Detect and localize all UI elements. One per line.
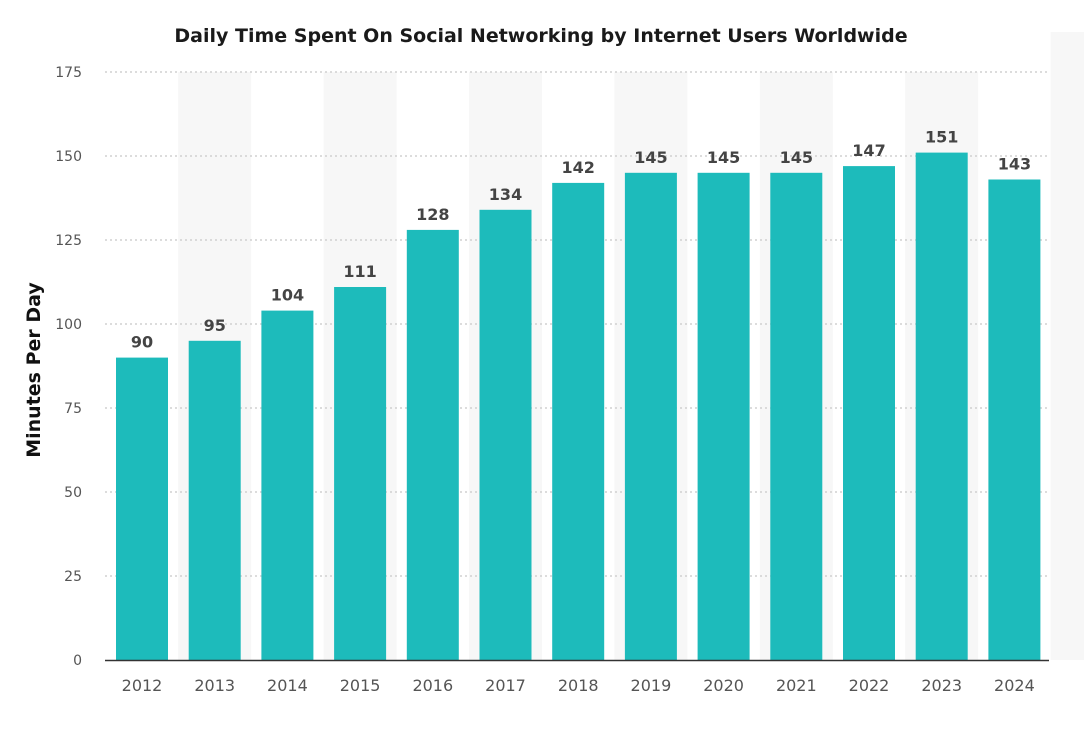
- band-edge: [1050, 32, 1084, 660]
- x-tick-label-2024: 2024: [994, 676, 1035, 695]
- y-tick-label-50: 50: [64, 485, 82, 501]
- x-tick-label-2014: 2014: [267, 676, 308, 695]
- data-label-2022: 147: [852, 141, 885, 160]
- data-label-2019: 145: [634, 148, 667, 167]
- data-label-2013: 95: [204, 316, 226, 335]
- bar-2023: [915, 152, 968, 660]
- x-tick-label-2023: 2023: [921, 676, 962, 695]
- x-tick-label-2016: 2016: [412, 676, 453, 695]
- bar-2014: [261, 310, 314, 660]
- data-label-2024: 143: [998, 155, 1031, 174]
- data-label-2014: 104: [271, 286, 304, 305]
- y-tick-label-0: 0: [73, 653, 82, 669]
- y-tick-label-75: 75: [64, 401, 82, 417]
- data-label-2016: 128: [416, 205, 449, 224]
- x-tick-label-2022: 2022: [849, 676, 890, 695]
- bar-2024: [988, 179, 1041, 660]
- x-tick-label-2020: 2020: [703, 676, 744, 695]
- bars: [116, 152, 1041, 661]
- data-label-2017: 134: [489, 185, 522, 204]
- y-tick-label-150: 150: [55, 149, 82, 165]
- data-label-2021: 145: [780, 148, 813, 167]
- data-label-2023: 151: [925, 128, 958, 147]
- chart-title: Daily Time Spent On Social Networking by…: [174, 25, 907, 47]
- x-tick-label-2013: 2013: [194, 676, 235, 695]
- bar-2020: [697, 172, 750, 661]
- y-tick-label-100: 100: [55, 317, 82, 333]
- y-tick-label-175: 175: [55, 65, 82, 81]
- bar-2021: [770, 172, 823, 661]
- bar-2015: [334, 287, 387, 660]
- bar-2017: [479, 209, 532, 661]
- x-tick-label-2018: 2018: [558, 676, 599, 695]
- x-tick-label-2017: 2017: [485, 676, 526, 695]
- data-label-2018: 142: [561, 158, 594, 177]
- data-label-2012: 90: [131, 333, 153, 352]
- y-tick-label-125: 125: [55, 233, 82, 249]
- x-tick-label-2019: 2019: [631, 676, 672, 695]
- x-tick-label-2021: 2021: [776, 676, 817, 695]
- bar-2012: [116, 357, 168, 660]
- data-labels: 90 95 104 111 128 134 142 145 145 145 147 151 143: [131, 128, 1031, 352]
- data-label-2015: 111: [343, 262, 376, 281]
- x-tick-label-2015: 2015: [340, 676, 381, 695]
- data-label-2020: 145: [707, 148, 740, 167]
- y-axis-title: Minutes Per Day: [23, 282, 45, 458]
- bar-2013: [188, 340, 241, 660]
- bar-2019: [624, 172, 677, 661]
- y-tick-label-25: 25: [64, 569, 82, 585]
- bar-2022: [843, 166, 895, 660]
- x-axis-ticks: 2012 2013 2014 2015 2016 2017 2018 2019 2020 2021…: [122, 676, 1035, 695]
- y-axis-ticks: 0 25 50 75 100 125 150 175: [55, 65, 82, 669]
- x-tick-label-2012: 2012: [122, 676, 163, 695]
- bar-2018: [552, 182, 605, 660]
- bar-2016: [406, 229, 459, 660]
